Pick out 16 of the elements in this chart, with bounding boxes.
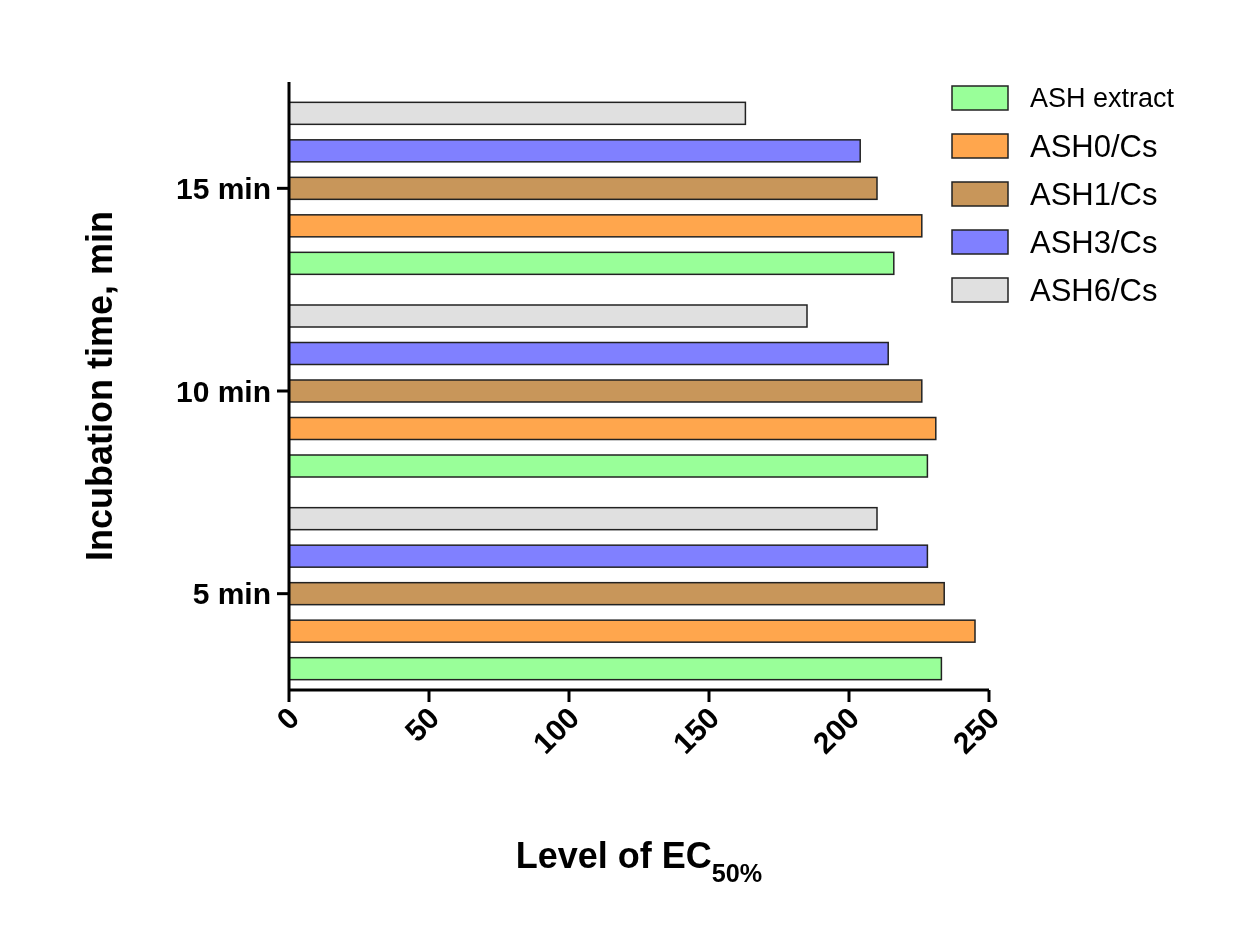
x-tick-label: 0	[270, 700, 306, 737]
legend-label: ASH1/Cs	[1030, 176, 1158, 212]
y-axis-title: Incubation time, min	[79, 210, 120, 562]
x-tick-label: 200	[806, 700, 866, 760]
x-tick-label: 100	[526, 700, 586, 760]
x-tick-label: 50	[398, 700, 446, 748]
y-tick-label: 5 min	[192, 577, 271, 611]
legend-label: ASH0/Cs	[1030, 128, 1158, 164]
legend-label: ASH extract	[1030, 83, 1175, 114]
legend-label: ASH6/Cs	[1030, 272, 1158, 308]
x-tick-label: 150	[666, 700, 726, 760]
y-tick-label: 15 min	[175, 171, 271, 205]
x-tick-label: 250	[946, 700, 1006, 760]
y-tick-label: 10 min	[175, 374, 271, 408]
legend-label: ASH3/Cs	[1030, 224, 1158, 260]
x-axis-title: Level of EC$_{50%}$	[515, 835, 763, 887]
